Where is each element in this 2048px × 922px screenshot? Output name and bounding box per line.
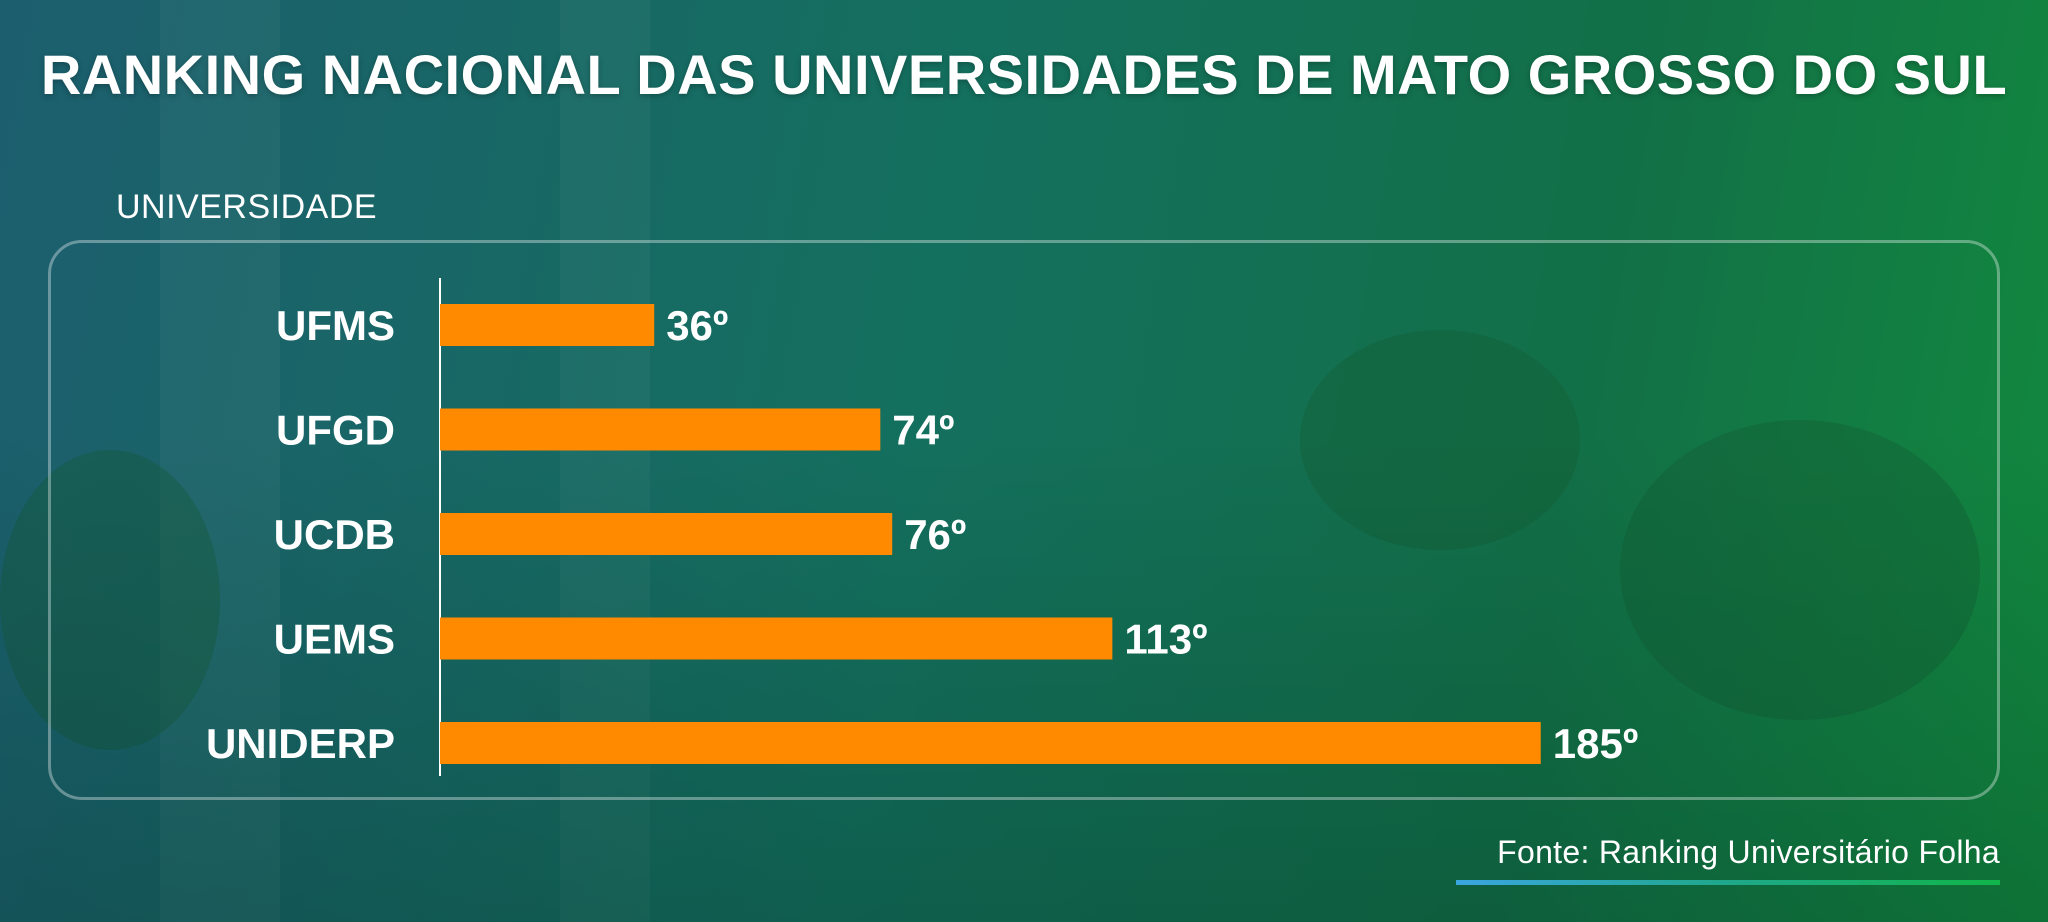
bar-uems <box>440 617 1113 660</box>
category-label-uems: UEMS <box>274 616 395 663</box>
value-label-uniderp: 185º <box>1553 720 1638 767</box>
background-ground-shade <box>0 430 2048 922</box>
category-label-uniderp: UNIDERP <box>206 720 395 767</box>
value-label-ufms: 36º <box>666 302 728 349</box>
chart-panel <box>48 240 2000 800</box>
background-tree <box>0 450 220 750</box>
background-tree <box>1300 330 1580 550</box>
bar-ucdb <box>440 513 893 555</box>
background-tree <box>1620 420 1980 720</box>
category-label-ufms: UFMS <box>276 302 395 349</box>
bar-uniderp <box>440 722 1541 764</box>
bar-ufms <box>440 304 655 346</box>
y-axis-title: UNIVERSIDADE <box>116 188 378 226</box>
category-label-ufgd: UFGD <box>276 407 395 454</box>
value-label-uems: 113º <box>1124 616 1207 663</box>
background-building-column <box>160 0 280 922</box>
value-label-ucdb: 76º <box>904 511 966 558</box>
source-underline <box>1456 880 2000 885</box>
chart-title: RANKING NACIONAL DAS UNIVERSIDADES DE MA… <box>40 43 2008 106</box>
source-note: Fonte: Ranking Universitário Folha <box>1497 834 2000 870</box>
category-label-ucdb: UCDB <box>274 511 395 558</box>
value-label-ufgd: 74º <box>892 407 954 454</box>
bar-ufgd <box>440 408 881 451</box>
